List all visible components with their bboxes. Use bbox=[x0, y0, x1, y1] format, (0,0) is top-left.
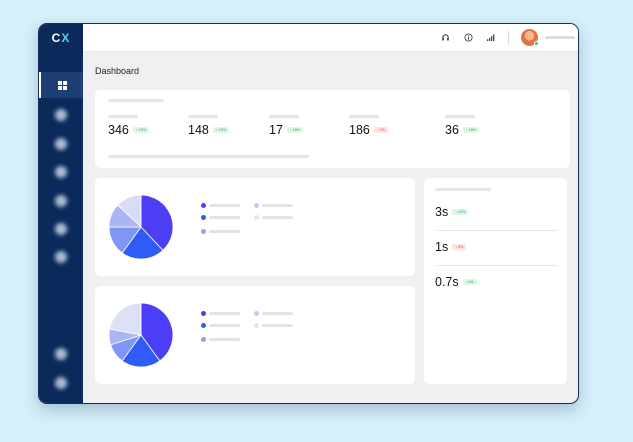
stat-label-placeholder bbox=[188, 115, 218, 118]
metric-change-badge: ↓ 9% bbox=[452, 244, 467, 250]
pie-slice-0[interactable] bbox=[140, 194, 174, 251]
sidebar-item-3[interactable] bbox=[55, 166, 67, 178]
sidebar-item-dashboard[interactable] bbox=[39, 72, 83, 98]
header-divider bbox=[508, 31, 509, 45]
stats-card-footer-placeholder bbox=[108, 155, 309, 158]
sidebar-item-4[interactable] bbox=[55, 195, 67, 207]
stats-card-title-placeholder bbox=[108, 99, 164, 102]
pie-slice-1[interactable] bbox=[121, 334, 161, 368]
pie-chart-card-1 bbox=[95, 178, 415, 276]
dashboard-grid-icon bbox=[57, 80, 67, 90]
metric-item-2[interactable]: 1s ↓ 9% bbox=[435, 240, 467, 254]
sidebar-item-2[interactable] bbox=[55, 138, 67, 150]
legend-label-placeholder bbox=[209, 216, 240, 219]
pie-slice-0[interactable] bbox=[140, 302, 174, 362]
stat-item-2[interactable]: 148 ↑ 15% bbox=[188, 123, 229, 137]
metric-separator bbox=[435, 230, 558, 231]
legend-dot bbox=[254, 311, 259, 316]
headset-icon[interactable] bbox=[441, 33, 450, 42]
stat-item-5[interactable]: 36 ↑ 15% bbox=[445, 123, 479, 137]
sidebar-item-help[interactable] bbox=[55, 348, 67, 360]
metric-value: 3s bbox=[435, 205, 449, 219]
legend-dot bbox=[201, 203, 206, 208]
sidebar-item-5[interactable] bbox=[55, 223, 67, 235]
pie-chart[interactable] bbox=[106, 300, 176, 370]
metrics-card-title-placeholder bbox=[435, 188, 491, 191]
sidebar-item-settings[interactable] bbox=[55, 377, 67, 389]
stat-item-1[interactable]: 346 ↑ 15% bbox=[108, 123, 149, 137]
page-title: Dashboard bbox=[95, 66, 140, 76]
online-status-indicator bbox=[534, 41, 539, 46]
pie-slice-4[interactable] bbox=[117, 194, 142, 228]
legend-dot bbox=[254, 215, 259, 220]
legend-dot bbox=[201, 311, 206, 316]
metric-change-badge: ↑ 12% bbox=[452, 209, 469, 215]
stats-card: 346 ↑ 15% 148 ↑ 15% 17 ↑ 15% 186 ↓ 7% 36… bbox=[95, 90, 570, 168]
metric-value: 1s bbox=[435, 240, 449, 254]
sidebar-item-1[interactable] bbox=[55, 109, 67, 121]
legend-label-placeholder bbox=[209, 338, 240, 341]
pie-chart-card-2 bbox=[95, 286, 415, 384]
stat-label-placeholder bbox=[269, 115, 299, 118]
stat-label-placeholder bbox=[445, 115, 475, 118]
user-name-placeholder bbox=[545, 36, 575, 39]
metrics-card bbox=[424, 178, 567, 384]
legend-dot bbox=[201, 229, 206, 234]
stat-label-placeholder bbox=[349, 115, 379, 118]
stat-item-3[interactable]: 17 ↑ 15% bbox=[269, 123, 303, 137]
stat-change-badge: ↓ 7% bbox=[373, 127, 388, 133]
legend-label-placeholder bbox=[262, 324, 293, 327]
stat-change-badge: ↑ 15% bbox=[286, 127, 303, 133]
metric-change-badge: ↑ 6% bbox=[462, 279, 477, 285]
stat-value: 148 bbox=[188, 123, 209, 137]
sidebar-item-6[interactable] bbox=[55, 251, 67, 263]
metric-value: 0.7s bbox=[435, 275, 459, 289]
stat-change-badge: ↑ 15% bbox=[132, 127, 149, 133]
pie-chart[interactable] bbox=[106, 192, 176, 262]
stat-change-badge: ↑ 15% bbox=[212, 127, 229, 133]
legend-label-placeholder bbox=[209, 230, 240, 233]
info-icon[interactable] bbox=[464, 33, 473, 42]
stat-value: 17 bbox=[269, 123, 283, 137]
stat-item-4[interactable]: 186 ↓ 7% bbox=[349, 123, 388, 137]
top-bar bbox=[83, 24, 578, 52]
metric-item-3[interactable]: 0.7s ↑ 6% bbox=[435, 275, 477, 289]
legend-label-placeholder bbox=[209, 204, 240, 207]
legend-label-placeholder bbox=[209, 324, 240, 327]
legend-dot bbox=[254, 203, 259, 208]
signal-icon[interactable] bbox=[486, 33, 495, 42]
stat-change-badge: ↑ 15% bbox=[462, 127, 479, 133]
user-avatar[interactable] bbox=[521, 29, 538, 46]
legend-label-placeholder bbox=[262, 216, 293, 219]
stat-value: 346 bbox=[108, 123, 129, 137]
legend-dot bbox=[201, 323, 206, 328]
metric-separator bbox=[435, 265, 558, 266]
stat-value: 36 bbox=[445, 123, 459, 137]
legend-label-placeholder bbox=[262, 204, 293, 207]
legend-dot bbox=[201, 215, 206, 220]
stat-value: 186 bbox=[349, 123, 370, 137]
stat-label-placeholder bbox=[108, 115, 138, 118]
legend-dot bbox=[201, 337, 206, 342]
logo-letter-c: C bbox=[51, 31, 62, 45]
legend-label-placeholder bbox=[262, 312, 293, 315]
pie-slice-1[interactable] bbox=[121, 226, 164, 260]
legend-label-placeholder bbox=[209, 312, 240, 315]
pie-slice-4[interactable] bbox=[109, 302, 142, 336]
metric-item-1[interactable]: 3s ↑ 12% bbox=[435, 205, 469, 219]
legend-dot bbox=[254, 323, 259, 328]
logo-letter-x: X bbox=[61, 31, 71, 45]
